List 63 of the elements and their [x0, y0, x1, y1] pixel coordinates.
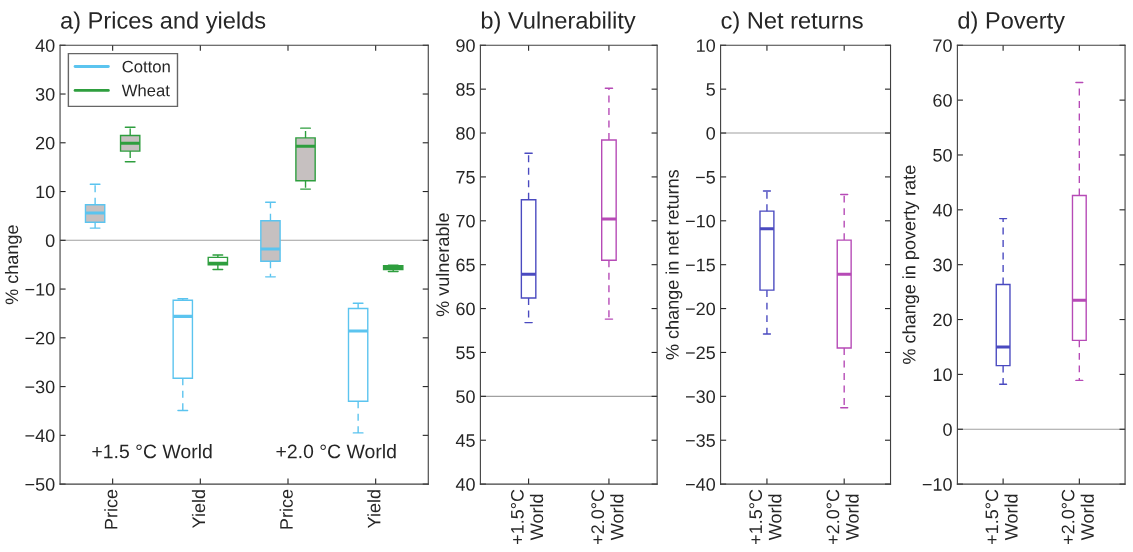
- y-tick-label: −40: [25, 429, 55, 443]
- y-tick-label: −15: [685, 258, 715, 272]
- y-tick-label: 70: [456, 214, 475, 228]
- y-tick-label: 45: [455, 434, 475, 447]
- y-axis-title: % change in poverty rate: [902, 165, 920, 364]
- y-tick-label: 0: [706, 126, 716, 140]
- y-tick-label: 40: [35, 39, 55, 52]
- legend-label: Cotton: [122, 60, 170, 73]
- chart-title: c) Net returns: [721, 11, 863, 34]
- legend-label: Wheat: [121, 84, 170, 97]
- y-tick-label: 60: [933, 94, 952, 107]
- y-tick-label: 30: [35, 87, 55, 101]
- x-tick-label: Yield: [367, 490, 381, 529]
- y-tick-label: −10: [922, 478, 952, 491]
- y-tick-label: −10: [25, 283, 55, 296]
- y-tick-label: 60: [456, 302, 475, 316]
- x-tick-label: +2.0°C World: [591, 489, 624, 544]
- y-tick-label: 0: [943, 423, 952, 436]
- y-tick-label: 70: [933, 39, 952, 52]
- y-tick-label: 20: [933, 313, 952, 327]
- y-tick-label: 20: [36, 136, 55, 150]
- x-tick-label: Price: [104, 489, 118, 529]
- chart-title: a) Prices and yields: [61, 11, 266, 34]
- y-axis-title: % change in net returns: [665, 169, 683, 360]
- y-tick-label: −30: [25, 380, 55, 394]
- y-tick-label: 50: [933, 148, 952, 162]
- y-tick-label: 40: [932, 203, 952, 217]
- y-tick-label: 30: [933, 258, 952, 272]
- y-tick-label: −10: [685, 214, 716, 228]
- y-tick-label: −35: [685, 434, 715, 447]
- y-tick-label: 0: [45, 234, 55, 248]
- y-tick-label: 10: [36, 185, 55, 199]
- x-tick-label: Yield: [191, 490, 206, 529]
- x-tick-label: +1.5°C World: [985, 489, 1018, 544]
- annotation: +1.5 °C World: [92, 444, 212, 459]
- x-tick-label: +1.5°C World: [749, 489, 782, 544]
- annotation: +2.0 °C World: [276, 444, 396, 459]
- x-tick-label: +2.0°C World: [1061, 489, 1094, 544]
- y-axis-title: % change: [4, 225, 22, 305]
- y-tick-label: 5: [706, 83, 715, 96]
- y-tick-label: 50: [456, 390, 475, 404]
- y-tick-label: −40: [685, 478, 716, 491]
- y-tick-label: 65: [456, 258, 475, 272]
- y-tick-label: 55: [456, 346, 475, 360]
- y-tick-label: 10: [933, 368, 952, 382]
- x-tick-label: +2.0°C World: [826, 489, 859, 544]
- y-tick-label: 40: [455, 478, 475, 491]
- y-tick-label: −20: [25, 331, 55, 345]
- y-tick-label: 90: [456, 39, 475, 52]
- y-axis-title: % vulnerable: [435, 213, 450, 317]
- y-tick-label: 80: [456, 126, 475, 140]
- y-tick-label: −5: [696, 171, 715, 184]
- x-tick-label: +1.5°C World: [510, 489, 544, 544]
- y-tick-label: 75: [456, 171, 475, 184]
- y-tick-label: 85: [456, 83, 475, 96]
- y-tick-label: −50: [25, 478, 55, 491]
- y-tick-label: −20: [685, 302, 716, 316]
- y-tick-label: −30: [685, 390, 716, 404]
- y-tick-label: −25: [685, 346, 715, 360]
- y-tick-label: 10: [697, 39, 716, 52]
- chart-title: b) Vulnerability: [481, 11, 636, 34]
- x-tick-label: Price: [279, 489, 293, 529]
- chart-title: d) Poverty: [958, 11, 1065, 34]
